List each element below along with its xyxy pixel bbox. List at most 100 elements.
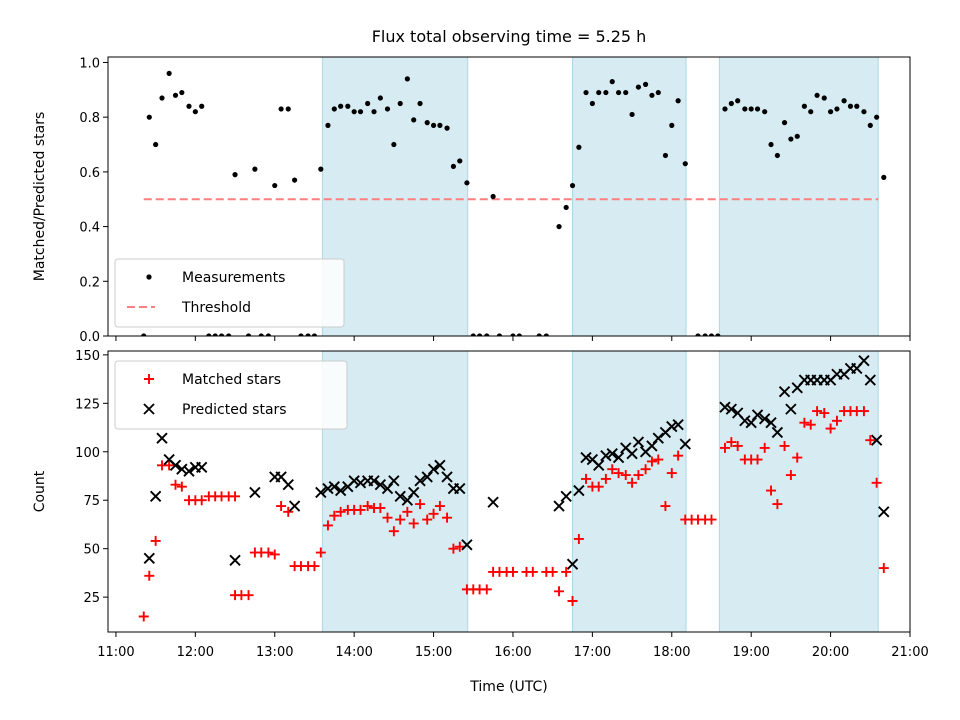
matched-stars-point [858,406,869,417]
matched-stars-point [144,570,155,581]
measurements-point [357,109,364,115]
matched-stars-point [388,526,399,537]
matched-stars-point [831,415,842,426]
predicted-stars-point [751,409,764,421]
measurements-point [430,122,437,128]
matched-stars-point [243,590,254,601]
matched-stars-point [138,611,149,622]
measurements-point [305,333,311,336]
measurements-point [821,95,827,101]
matched-stars-point [766,485,777,496]
predicted-stars-point [560,490,572,503]
measurements-point [536,333,542,336]
upper-observing-band-1 [321,57,469,336]
x-tick-label: 18:00 [653,645,690,660]
lower-y-tick-label: 125 [75,397,100,412]
predicted-stars-point [858,355,870,367]
measurements-point [199,103,205,109]
measurements-point [411,117,417,123]
measurements-point [477,333,483,336]
matched-stars-point [779,440,790,451]
predicted-stars-point [334,484,347,497]
matched-stars-point [150,535,161,546]
predicted-stars-point [434,459,446,472]
matched-stars-point [752,454,763,465]
predicted-stars-point [593,459,605,472]
x-tick-label: 19:00 [732,645,769,660]
measurements-point [351,109,357,115]
measurements-point [742,106,748,112]
x-tick-label: 13:00 [256,645,293,660]
lower-panel-counts: 25 50 75 100 125 150 11:00 12:00 13:00 14:00 15:00… [32,349,929,660]
matched-stars-point [673,450,684,461]
x-tick-label: 12:00 [177,645,214,660]
matched-stars-point [600,473,611,484]
upper-y-axis-label: Matched/Predicted stars [32,112,48,282]
predicted-stars-point [454,482,466,495]
measurements-point [325,122,331,128]
measurements-point [397,100,403,107]
measurements-point [444,125,450,131]
predicted-stars-point [354,477,367,489]
measurements-point [345,103,351,109]
measurements-point [484,333,490,336]
legend-predicted-stars-swatch [143,403,155,415]
matched-stars-point [355,504,366,515]
matched-stars-point [653,454,664,465]
measurements-point [861,109,867,115]
predicted-stars-point [229,554,241,566]
predicted-stars-point [322,482,334,495]
measurements-point [464,180,470,186]
lower-y-tick-label: 25 [83,591,100,606]
predicted-stars-point [759,413,771,425]
predicted-stars-point [719,401,731,413]
upper-y-tick-label: 0.2 [79,275,100,290]
measurements-point [649,92,655,98]
upper-legend-box [114,258,345,328]
matched-stars-point [805,419,816,430]
matched-stars-point [422,514,433,525]
upper-plot-area [141,57,887,336]
measurements-point [292,177,298,183]
measurements-point [252,166,258,172]
measurements-point [569,182,576,189]
matched-stars-point [554,586,565,597]
predicted-stars-point [573,484,585,497]
matched-stars-point [646,456,657,467]
measurements-point [510,333,516,336]
lower-plot-area [138,351,890,632]
measurements-point [603,89,609,96]
predicted-stars-point [864,374,876,386]
measurements-point [146,114,152,120]
predicted-stars-point [566,558,579,570]
upper-y-tick-label: 0.8 [79,111,100,126]
predicted-stars-point [739,415,751,427]
measurements-point [781,120,788,126]
measurements-point [206,333,212,336]
lower-y-tick-label: 75 [83,494,100,509]
measurements-point [655,89,661,96]
matched-stars-point [726,437,737,448]
chart-title: Flux total observing time = 5.25 h [372,27,647,46]
measurements-point [642,81,649,87]
matched-stars-point [878,563,889,574]
measurements-point [722,106,728,112]
legend-threshold-label: Threshold [181,300,251,316]
lower-observing-band-2 [572,351,687,632]
measurements-point [272,182,278,189]
matched-stars-point [627,477,638,488]
legend-predicted-stars-label: Predicted stars [182,402,287,418]
upper-y-tick-label: 0.6 [79,166,100,181]
predicted-stars-point [143,552,155,565]
predicted-stars-point [288,500,301,512]
measurements-point [232,172,238,178]
matched-stars-point [230,491,241,502]
matched-stars-point [547,566,558,577]
legend-measurements-label: Measurements [182,270,285,286]
predicted-stars-point [606,448,618,460]
predicted-stars-point [679,438,691,450]
measurements-point [556,223,562,230]
lower-y-tick-label: 150 [75,349,100,364]
x-tick-label: 14:00 [335,645,372,660]
measurements-point [669,122,675,128]
